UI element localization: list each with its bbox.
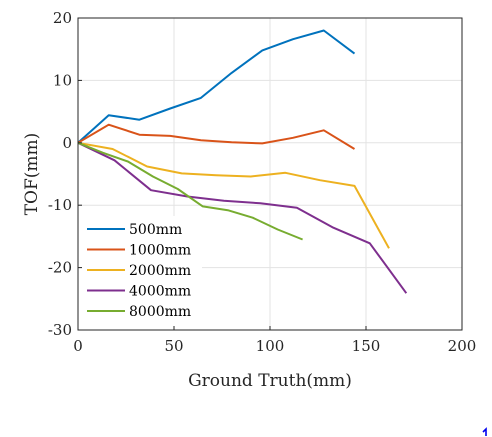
x-axis-label: Ground Truth(mm) (188, 371, 352, 391)
axis-ticks: 0 50 100 150 200 -30 -20 -10 0 10 20 (48, 9, 476, 355)
series-line-8000mm (77, 141, 303, 241)
legend-label: 8000mm (129, 304, 191, 320)
legend-label: 500mm (129, 222, 182, 238)
legend: 500mm 1000mm 2000mm 4000mm 8000mm (82, 216, 202, 326)
x-tick-label: 0 (73, 337, 83, 355)
y-tick-label: -10 (48, 196, 72, 214)
x-tick-label: 200 (448, 337, 477, 355)
y-tick-label: -30 (48, 321, 72, 339)
series-line-500mm (77, 29, 356, 144)
y-tick-label: -20 (48, 259, 72, 277)
series-line-2000mm (77, 141, 390, 249)
legend-label: 4000mm (129, 284, 191, 300)
y-tick-label: 10 (53, 71, 72, 89)
legend-label: 2000mm (129, 263, 191, 279)
y-tick-label: 0 (62, 134, 72, 152)
y-axis-label: TOF(mm) (22, 133, 42, 216)
corner-mark-icon (482, 427, 487, 436)
series-line-4000mm (77, 141, 408, 294)
legend-label: 1000mm (129, 243, 191, 259)
x-tick-label: 50 (164, 337, 183, 355)
series-lines (77, 29, 408, 294)
y-tick-label: 20 (53, 9, 72, 27)
x-tick-label: 100 (256, 337, 285, 355)
x-tick-label: 150 (352, 337, 381, 355)
series-line-1000mm (77, 123, 356, 150)
